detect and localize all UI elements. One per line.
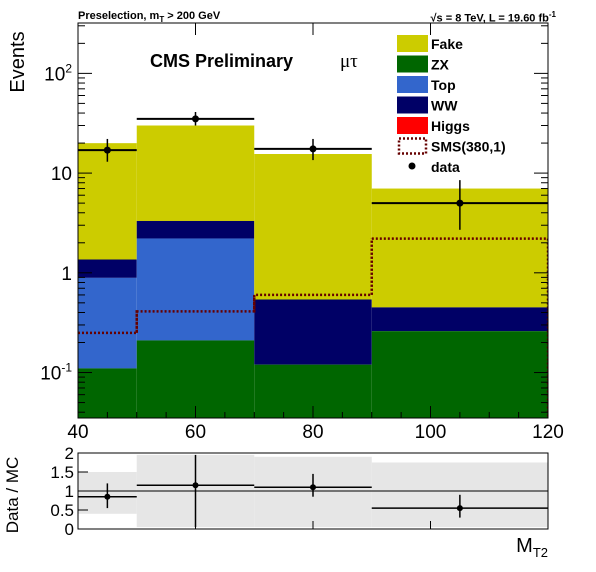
data-point-3 [456,199,464,207]
ratio-y-tick-label-2: 1 [65,482,74,501]
legend-marker-zx [397,55,428,73]
legend-marker-higgs [397,117,428,134]
y-tick-label-3: 102 [44,61,72,85]
bar-top-0 [78,277,137,369]
selection-label: Preselection, mT > 200 GeV [78,10,221,25]
legend-marker-top [397,76,428,93]
x-tick-label-1: 60 [185,422,206,443]
y-tick-label-1: 1 [61,264,72,285]
legend: Fake ZX Top WW Higgs SMS(380,1) data [397,35,506,175]
data-point-1 [192,115,199,123]
legend-label-5: SMS(380,1) [431,139,506,155]
bar-ww-1 [136,220,255,239]
x-tick-label-0: 40 [67,422,88,443]
x-tick-label-3: 100 [415,422,447,443]
y-tick-label-2: 10 [51,164,72,185]
ratio-y-tick-label-4: 2 [65,444,74,463]
bar-fake-1 [136,125,255,221]
bar-fake-0 [78,143,137,260]
bar-zx-3 [371,331,548,418]
ratio-y-tick-label-0: 0 [65,520,74,539]
x-tick-label-4: 120 [532,422,564,443]
legend-label-6: data [431,159,460,175]
ratio-group [78,454,548,528]
data-point-2 [309,145,317,153]
chart-title: CMS Preliminary [150,51,293,71]
legend-label-3: WW [431,98,458,114]
legend-marker-sms [397,137,428,155]
ratio-y-tick-label-3: 1.5 [50,463,74,482]
ratio-point-0 [104,493,111,500]
bar-ww-2 [254,299,372,365]
bar-zx-0 [78,368,137,418]
signal-line [78,237,548,418]
luminosity-label: √s = 8 TeV, L = 19.60 fb-1 [430,10,556,25]
ratio-point-2 [310,484,316,491]
x-tick-label-2: 80 [302,422,323,443]
bar-ww-3 [371,307,548,332]
legend-marker-fake [397,35,428,52]
ratio-y-tick-label-1: 0.5 [50,501,74,520]
bar-zx-1 [136,340,255,418]
y-axis-label: Events [7,31,29,92]
bar-top-1 [136,238,255,341]
ratio-point-3 [456,505,463,512]
data-point-0 [103,146,111,154]
y-tick-label-0: 10-1 [40,361,72,385]
legend-marker-ww [397,96,428,114]
bar-ww-0 [78,259,137,278]
legend-label-2: Top [431,77,456,93]
legend-label-0: Fake [431,36,463,52]
ratio-y-axis-label: Data / MC [3,457,22,534]
channel-label: μτ [340,51,358,72]
x-axis-label: MT2 [516,535,548,560]
legend-label-1: ZX [431,57,450,73]
legend-marker-data [408,162,416,170]
legend-label-4: Higgs [431,118,470,134]
ratio-point-1 [192,482,199,489]
bar-fake-2 [254,154,372,300]
stack-group [78,111,548,418]
